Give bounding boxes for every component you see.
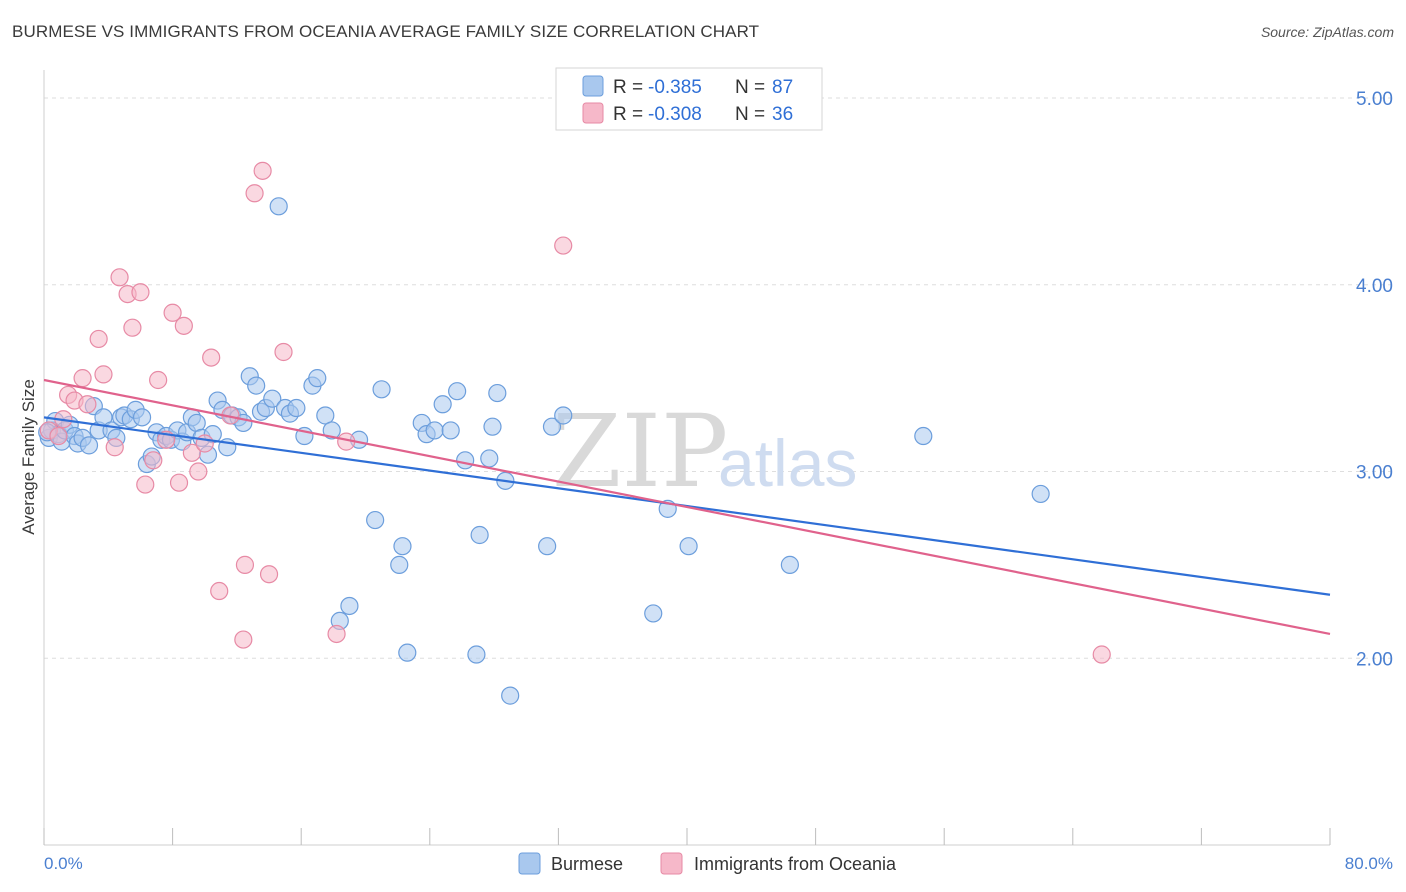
watermark-atlas: atlas bbox=[718, 426, 857, 500]
burmese-point bbox=[470, 525, 489, 545]
legend-r-value-1: -0.385 bbox=[648, 77, 702, 98]
oceania-point bbox=[163, 303, 182, 322]
oceania-point bbox=[144, 451, 163, 470]
oceania-point bbox=[78, 395, 97, 414]
burmese-point bbox=[483, 417, 502, 436]
burmese-point bbox=[644, 604, 663, 623]
oceania-point bbox=[182, 443, 201, 462]
oceania-point bbox=[195, 434, 214, 453]
y-tick-label: 3.00 bbox=[1356, 463, 1393, 484]
burmese-point bbox=[433, 395, 452, 414]
burmese-point bbox=[308, 369, 327, 388]
oceania-point bbox=[136, 475, 155, 494]
oceania-point bbox=[149, 370, 168, 390]
burmese-point bbox=[322, 421, 341, 440]
burmese-point bbox=[679, 537, 698, 556]
burmese-point bbox=[393, 537, 412, 556]
oceania-point bbox=[73, 369, 92, 388]
oceania-point bbox=[245, 184, 264, 203]
legend-r-key-2: R = bbox=[613, 104, 643, 125]
legend-swatch-oceania bbox=[582, 102, 604, 124]
chart-title: BURMESE VS IMMIGRANTS FROM OCEANIA AVERA… bbox=[12, 22, 760, 41]
oceania-point bbox=[169, 473, 189, 492]
burmese-point bbox=[1031, 484, 1050, 504]
legend-n-key-1: N = bbox=[735, 77, 765, 98]
y-tick-label: 4.00 bbox=[1356, 276, 1393, 297]
burmese-point bbox=[501, 686, 520, 705]
series-legend-swatch-oceania bbox=[660, 852, 683, 875]
legend-n-value-1: 87 bbox=[772, 77, 793, 98]
oceania-point bbox=[123, 318, 142, 337]
legend-swatch-burmese bbox=[582, 75, 604, 97]
series-legend-label-oceania: Immigrants from Oceania bbox=[694, 854, 897, 874]
burmese-point bbox=[316, 406, 335, 425]
oceania-point bbox=[327, 624, 346, 644]
oceania-point bbox=[131, 283, 150, 302]
x-tick-min: 0.0% bbox=[44, 854, 83, 873]
oceania-point bbox=[110, 268, 129, 287]
burmese-point bbox=[538, 537, 557, 556]
burmese-point bbox=[542, 417, 562, 436]
oceania-point bbox=[253, 161, 272, 180]
burmese-point bbox=[398, 643, 417, 662]
series-legend: Burmese Immigrants from Oceania bbox=[518, 852, 897, 875]
watermark: ZIP atlas bbox=[552, 393, 857, 510]
burmese-point bbox=[448, 382, 467, 401]
burmese-point bbox=[132, 408, 152, 427]
oceania-point bbox=[49, 426, 68, 446]
legend-r-key-1: R = bbox=[613, 77, 643, 98]
oceania-point bbox=[274, 342, 293, 362]
stats-legend: R = -0.385 N = 87 R = -0.308 N = 36 bbox=[555, 67, 823, 131]
burmese-point bbox=[441, 421, 460, 440]
burmese-point bbox=[467, 645, 486, 664]
oceania-point bbox=[235, 555, 255, 574]
y-tick-label: 2.00 bbox=[1356, 649, 1393, 670]
burmese-point bbox=[372, 380, 391, 399]
oceania-point bbox=[174, 316, 193, 335]
oceania-point bbox=[202, 348, 221, 367]
oceania-point bbox=[89, 329, 108, 349]
burmese-point bbox=[480, 449, 499, 468]
oceania-trend-line bbox=[43, 378, 1331, 636]
oceania-point bbox=[105, 438, 124, 457]
oceania-point bbox=[189, 462, 208, 481]
burmese-point bbox=[914, 426, 933, 446]
burmese-point bbox=[425, 421, 444, 440]
y-tick-label: 5.00 bbox=[1356, 89, 1393, 110]
series-legend-label-burmese: Burmese bbox=[551, 854, 623, 874]
points-layer bbox=[38, 161, 1111, 705]
watermark-zip: ZIP bbox=[552, 393, 728, 510]
oceania-point bbox=[1092, 645, 1111, 664]
burmese-point bbox=[287, 398, 306, 418]
y-axis-label: Average Family Size bbox=[19, 379, 38, 535]
burmese-point bbox=[488, 383, 507, 403]
legend-n-key-2: N = bbox=[735, 104, 765, 125]
burmese-point bbox=[554, 406, 573, 425]
legend-r-value-2: -0.308 bbox=[648, 104, 702, 125]
burmese-point bbox=[366, 510, 385, 530]
legend-n-value-2: 36 bbox=[772, 104, 793, 125]
oceania-point bbox=[554, 236, 573, 255]
burmese-point bbox=[340, 596, 359, 616]
burmese-point bbox=[780, 555, 799, 574]
burmese-point bbox=[390, 555, 409, 574]
oceania-point bbox=[259, 565, 279, 584]
burmese-point bbox=[269, 197, 288, 216]
series-legend-swatch-burmese bbox=[518, 852, 541, 875]
burmese-point bbox=[247, 376, 266, 395]
axes-layer: 2.00 3.00 4.00 5.00 bbox=[43, 70, 1393, 846]
oceania-point bbox=[210, 581, 229, 601]
x-tick-max: 80.0% bbox=[1345, 854, 1393, 873]
source-credit: Source: ZipAtlas.com bbox=[1260, 24, 1394, 40]
burmese-point bbox=[79, 436, 99, 455]
oceania-point bbox=[94, 365, 113, 384]
oceania-point bbox=[234, 630, 253, 649]
burmese-point bbox=[263, 389, 282, 408]
trend-layer bbox=[43, 378, 1331, 636]
burmese-point bbox=[456, 451, 475, 470]
